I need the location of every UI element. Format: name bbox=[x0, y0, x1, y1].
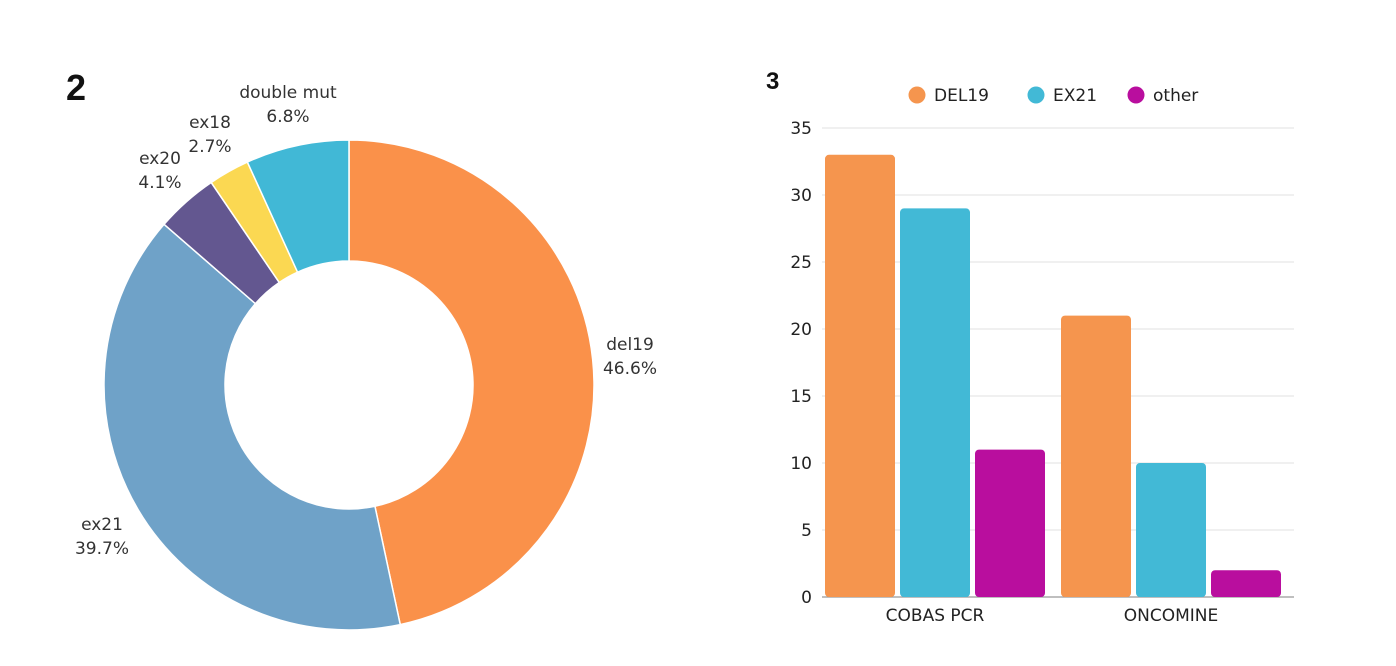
slice-percent-ex20: 4.1% bbox=[138, 173, 181, 193]
legend-marker-other bbox=[1127, 86, 1145, 104]
x-axis-labels: COBAS PCR ONCOMINE bbox=[886, 606, 1219, 626]
bar-ex21-cobas-pcr bbox=[900, 208, 970, 597]
y-tick-label: 0 bbox=[801, 588, 812, 608]
y-tick-label: 5 bbox=[801, 521, 812, 541]
panel-number-2: 2 bbox=[66, 67, 86, 108]
donut-slice-double-mut bbox=[246, 139, 350, 274]
x-tick-label-oncomine: ONCOMINE bbox=[1124, 606, 1219, 626]
legend-marker-del19 bbox=[908, 86, 926, 104]
bar-legend: DEL19 EX21 other bbox=[908, 86, 1198, 106]
slice-name-ex21: ex21 bbox=[81, 515, 123, 535]
bar-del19-oncomine bbox=[1061, 315, 1131, 597]
slice-name-ex20: ex20 bbox=[139, 149, 181, 169]
donut-chart: del19 46.6% ex21 39.7% ex20 4.1% ex18 2.7% doubl… bbox=[75, 83, 657, 631]
bar-del19-cobas-pcr bbox=[825, 154, 895, 598]
panel-number-3: 3 bbox=[766, 68, 779, 95]
legend-marker-ex21 bbox=[1027, 86, 1045, 104]
donut-slice-del19 bbox=[348, 139, 595, 626]
y-tick-label: 20 bbox=[790, 320, 812, 340]
y-tick-label: 25 bbox=[790, 253, 812, 273]
slice-percent-ex21: 39.7% bbox=[75, 539, 129, 559]
y-tick-label: 30 bbox=[790, 186, 812, 206]
slice-name-ex18: ex18 bbox=[189, 113, 231, 133]
bar-other-oncomine bbox=[1211, 570, 1281, 597]
bar-chart bbox=[825, 154, 1281, 598]
slice-name-del19: del19 bbox=[606, 335, 654, 355]
legend-label-other: other bbox=[1153, 86, 1198, 106]
slice-name-double-mut: double mut bbox=[239, 83, 337, 103]
y-tick-label: 10 bbox=[790, 454, 812, 474]
donut-slice-ex21 bbox=[103, 223, 402, 631]
y-tick-label: 15 bbox=[790, 387, 812, 407]
bar-ex21-oncomine bbox=[1136, 463, 1206, 597]
slice-percent-double-mut: 6.8% bbox=[266, 107, 309, 127]
slice-percent-del19: 46.6% bbox=[603, 359, 657, 379]
bar-other-cobas-pcr bbox=[975, 449, 1045, 597]
slice-percent-ex18: 2.7% bbox=[188, 137, 231, 157]
legend-label-del19: DEL19 bbox=[934, 86, 989, 106]
x-tick-label-cobas-pcr: COBAS PCR bbox=[886, 606, 985, 626]
legend-label-ex21: EX21 bbox=[1053, 86, 1097, 106]
y-tick-label: 35 bbox=[790, 119, 812, 139]
